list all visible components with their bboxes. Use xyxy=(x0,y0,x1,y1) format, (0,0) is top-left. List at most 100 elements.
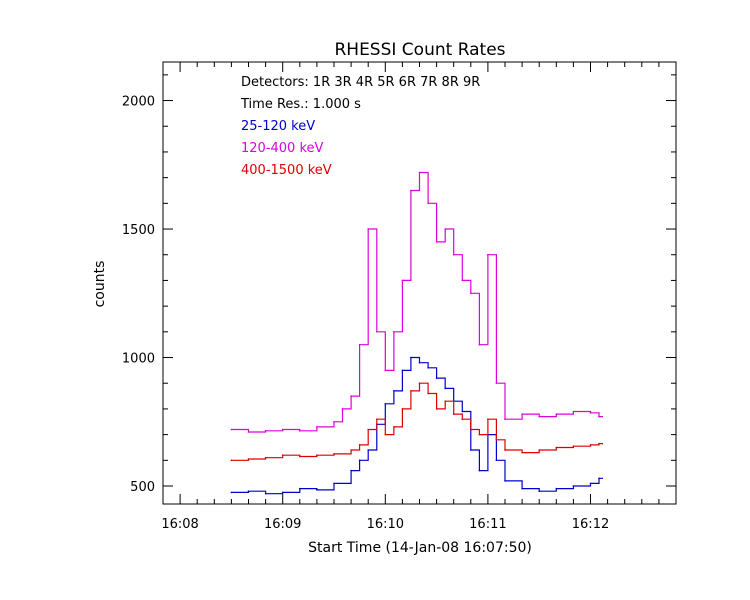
series-2-point xyxy=(598,442,600,445)
series-2-point xyxy=(495,439,498,441)
legend: Detectors: 1R 3R 4R 5R 6R 7R 8R 9R Time … xyxy=(240,75,480,178)
series-1-point xyxy=(384,369,387,372)
series-0-point xyxy=(358,459,361,462)
series-1-point xyxy=(589,412,592,414)
series-0-point xyxy=(367,449,370,451)
series-0-point xyxy=(333,482,335,485)
series-1-point xyxy=(350,395,352,397)
legend-series-0: 25-120 keV xyxy=(241,119,315,134)
series-0-point xyxy=(444,387,447,390)
series-1-point xyxy=(333,421,335,423)
series-line-1 xyxy=(231,171,603,433)
series-2-point xyxy=(435,408,438,410)
series-0-point xyxy=(521,487,523,490)
series-2-point xyxy=(384,433,387,436)
series-0-point xyxy=(598,477,600,480)
series-2-point xyxy=(401,408,404,410)
series-2-point xyxy=(299,455,301,458)
series-2-point xyxy=(589,444,592,446)
series-1-point xyxy=(316,426,318,428)
series-1-point xyxy=(470,292,472,295)
legend-series-2: 400-1500 keV xyxy=(241,163,332,178)
series-2-point xyxy=(555,446,558,449)
series-0-point xyxy=(316,489,318,491)
axis-ticks xyxy=(162,62,677,504)
series-line-2 xyxy=(231,382,603,461)
x-tick-label: 16:10 xyxy=(367,517,404,532)
series-0-point xyxy=(555,487,558,490)
series-1-point xyxy=(427,202,429,205)
series-1-point xyxy=(598,415,600,418)
series-1-point xyxy=(358,343,361,346)
y-axis-label: counts xyxy=(92,261,108,308)
x-axis-label: Start Time (14-Jan-08 16:07:50) xyxy=(308,540,532,556)
series-2-point xyxy=(367,428,370,431)
series-0-point xyxy=(470,449,472,451)
x-tick-label: 16:12 xyxy=(572,517,609,532)
series-1-point xyxy=(521,413,523,415)
legend-time-res: Time Res.: 1.000 s xyxy=(240,97,361,112)
series-0-point xyxy=(435,377,438,379)
series-2-point xyxy=(350,449,352,451)
y-tick-label: 1500 xyxy=(122,223,155,238)
series-0-point xyxy=(384,403,387,405)
y-tick-label: 1000 xyxy=(122,352,155,367)
series-1-point xyxy=(444,228,447,230)
y-tick-label: 500 xyxy=(130,480,155,495)
series-2-point xyxy=(358,444,361,446)
series-1-point xyxy=(341,408,344,410)
series-1-point xyxy=(452,253,455,256)
series-1-point xyxy=(247,431,250,433)
series-0-point xyxy=(410,356,412,359)
series-1-point xyxy=(418,171,421,174)
series-1-point xyxy=(410,189,412,192)
series-1-point xyxy=(299,430,301,432)
series-1-point xyxy=(487,253,489,256)
series-1-point xyxy=(376,331,378,333)
series-0-point xyxy=(504,480,506,482)
series-0-point xyxy=(350,469,352,472)
series-2-point xyxy=(452,413,455,415)
series-2-point xyxy=(393,426,395,428)
series-0-point xyxy=(401,369,404,372)
series-1-point xyxy=(393,331,395,333)
series-1-point xyxy=(538,415,540,418)
series-2-point xyxy=(521,451,523,454)
series-0-point xyxy=(427,367,429,369)
series-0-point xyxy=(495,459,498,462)
x-tick-labels: 16:08 16:09 16:10 16:11 16:12 xyxy=(161,517,609,532)
series-0-point xyxy=(393,390,395,392)
series-0-point xyxy=(247,490,250,493)
series-2-point xyxy=(376,418,378,421)
series-0-point xyxy=(264,492,267,495)
series-1-point xyxy=(401,279,404,282)
series-2-point xyxy=(418,382,421,385)
series-1-point xyxy=(495,382,498,385)
legend-series-1: 120-400 keV xyxy=(241,141,324,156)
series-2-point xyxy=(504,449,506,451)
series-2-point xyxy=(316,454,318,457)
series-2-point xyxy=(281,454,284,457)
series-2-point xyxy=(230,459,233,462)
series-2-point xyxy=(487,418,489,421)
series-2-point xyxy=(444,400,447,403)
series-2-point xyxy=(461,418,464,421)
series-1-point xyxy=(435,241,438,243)
series-1-point xyxy=(281,428,284,431)
series-1-point xyxy=(367,228,370,230)
series-0-point xyxy=(538,490,540,493)
series-0-point xyxy=(299,487,301,490)
series-2-point xyxy=(333,453,335,455)
series-1-point xyxy=(230,428,233,431)
series-0-point xyxy=(418,361,421,364)
series-0-point xyxy=(281,491,284,494)
y-tick-label: 2000 xyxy=(122,95,155,110)
legend-detectors: Detectors: 1R 3R 4R 5R 6R 7R 8R 9R xyxy=(241,75,480,90)
x-tick-label: 16:08 xyxy=(161,517,198,532)
series-1-point xyxy=(572,410,575,413)
series-2-point xyxy=(247,458,250,460)
series-2-point xyxy=(572,445,575,448)
series-2-point xyxy=(538,449,540,451)
